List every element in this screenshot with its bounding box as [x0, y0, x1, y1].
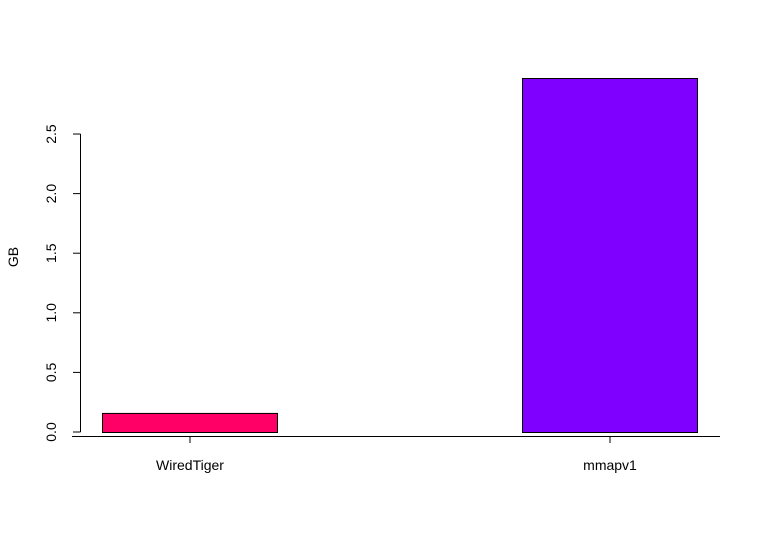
y-tick-label: 2.5 — [43, 124, 59, 144]
x-tick-label: mmapv1 — [583, 457, 637, 473]
y-tick-label: 0.5 — [43, 362, 59, 382]
y-tick-label: 0.0 — [43, 422, 59, 442]
bar-mmapv1 — [522, 78, 698, 433]
y-tick-label: 2.0 — [43, 184, 59, 204]
bars-group — [102, 78, 698, 433]
x-axis: WiredTiger mmapv1 — [72, 436, 720, 473]
y-axis-title: GB — [5, 247, 21, 267]
x-tick-label: WiredTiger — [156, 457, 224, 473]
y-tick-label: 1.0 — [43, 303, 59, 323]
bar-wiredtiger — [102, 412, 278, 433]
y-tick-label: 1.5 — [43, 243, 59, 263]
y-axis: 0.0 0.5 1.0 1.5 2.0 2.5 — [43, 124, 81, 442]
